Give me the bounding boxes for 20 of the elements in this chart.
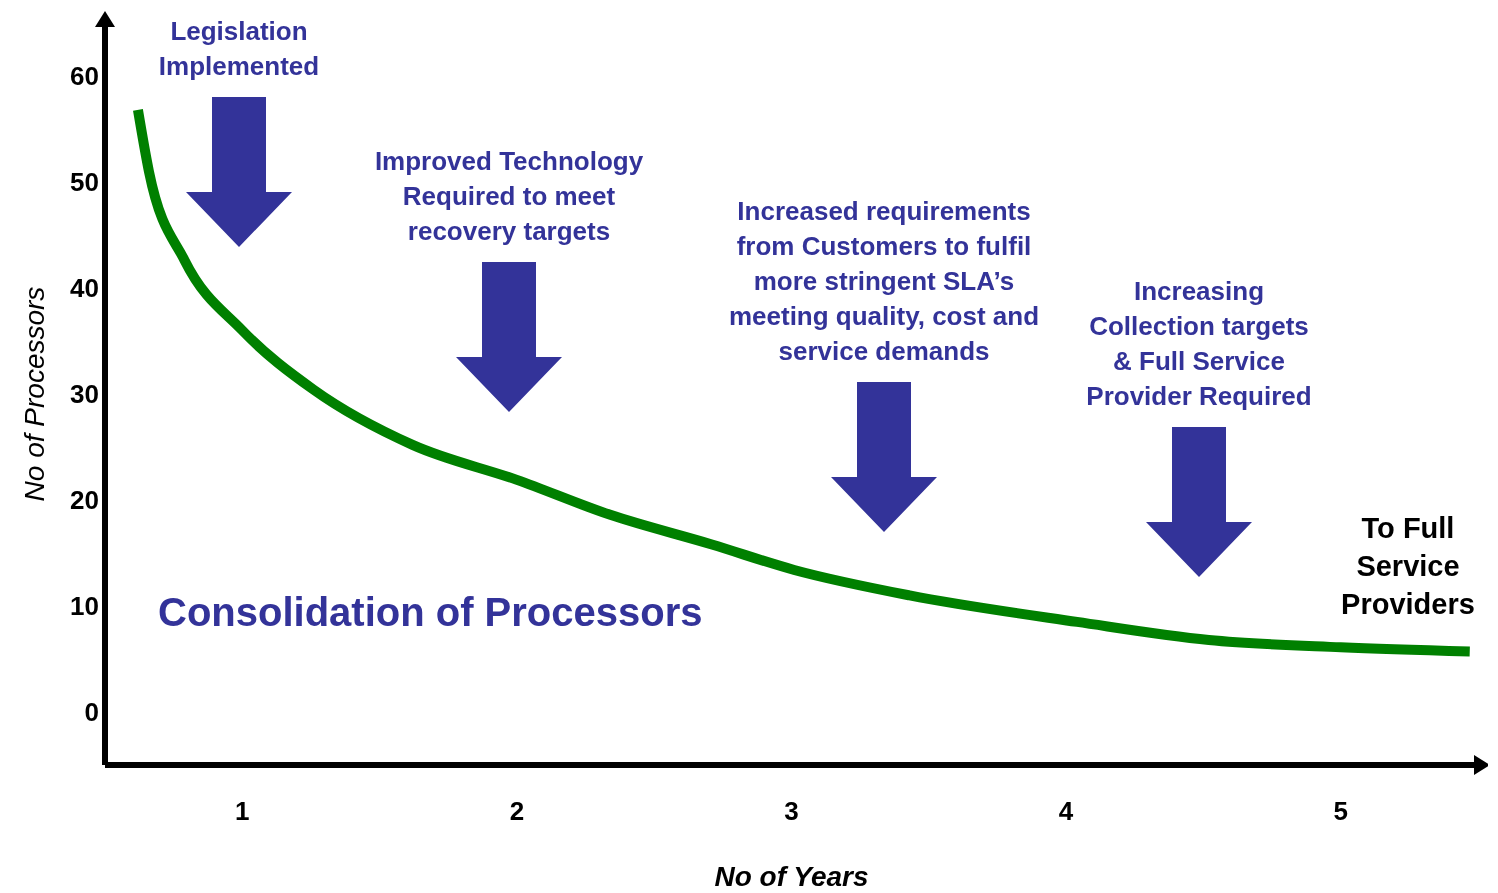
- annotation: Consolidation of Processors: [158, 590, 703, 634]
- x-tick-label: 1: [235, 796, 250, 826]
- y-tick-label: 20: [70, 485, 99, 516]
- y-tick-label: 60: [70, 61, 99, 92]
- y-tick-label: 0: [84, 697, 99, 728]
- x-tick-label: 2: [509, 796, 525, 826]
- y-tick-label: 40: [70, 273, 99, 304]
- annotation: Legislation Implemented: [158, 16, 320, 81]
- annotation: Improved Technology Required to meet recovery targets: [374, 146, 644, 246]
- annotation: Increased requirements from Customers to fulfil more stringent SLA’s meeting quality, cost and service demands: [728, 196, 1040, 366]
- y-tick-label: 50: [70, 167, 99, 198]
- annotation: Increasing Collection targets & Full Service Provider Required: [1086, 276, 1312, 411]
- x-axis-title: No of Years: [714, 861, 869, 892]
- annotation: To Full Service Providers: [1341, 512, 1475, 620]
- x-tick-label: 3: [784, 796, 799, 826]
- y-tick-label: 10: [70, 591, 99, 622]
- y-tick-label: 30: [70, 379, 99, 410]
- y-axis-title: No of Processors: [19, 286, 50, 502]
- x-tick-label: 5: [1333, 796, 1348, 826]
- x-tick-label: 4: [1058, 796, 1074, 826]
